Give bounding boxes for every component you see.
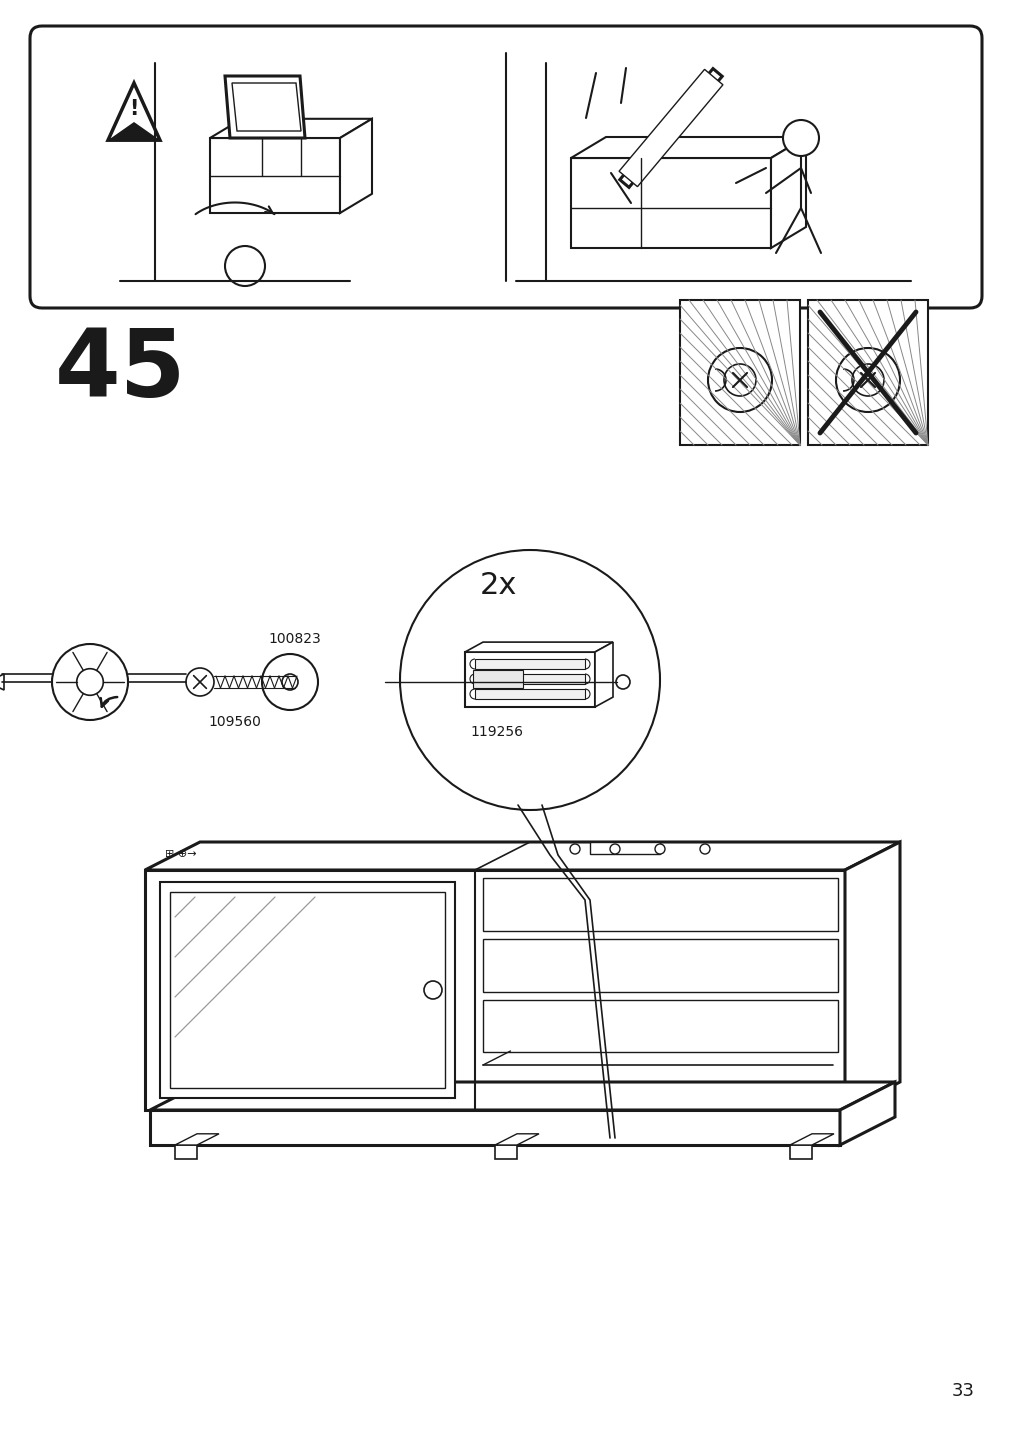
Circle shape — [654, 843, 664, 853]
Polygon shape — [145, 842, 899, 871]
Polygon shape — [790, 1134, 833, 1146]
Bar — [170, 892, 445, 1088]
Circle shape — [186, 667, 213, 696]
Circle shape — [77, 669, 103, 696]
Polygon shape — [770, 137, 805, 248]
Circle shape — [610, 843, 620, 853]
Circle shape — [569, 843, 579, 853]
Bar — [474, 659, 584, 669]
Text: 109560: 109560 — [208, 715, 261, 729]
Bar — [160, 882, 455, 1098]
Bar — [790, 1146, 811, 1158]
Text: 2x: 2x — [479, 570, 517, 600]
Polygon shape — [224, 76, 304, 137]
Polygon shape — [210, 119, 372, 137]
Circle shape — [282, 674, 297, 690]
Polygon shape — [494, 1134, 539, 1146]
Polygon shape — [570, 137, 805, 158]
Polygon shape — [108, 83, 160, 140]
Bar — [494, 1146, 517, 1158]
Polygon shape — [175, 1134, 218, 1146]
Circle shape — [851, 364, 884, 397]
Bar — [807, 299, 927, 445]
Circle shape — [723, 364, 755, 397]
Text: 100823: 100823 — [268, 632, 321, 646]
Circle shape — [262, 654, 317, 710]
Bar — [482, 939, 837, 991]
Text: 45: 45 — [55, 325, 186, 417]
Circle shape — [700, 843, 710, 853]
Bar — [482, 878, 837, 931]
Polygon shape — [464, 642, 613, 652]
Circle shape — [399, 550, 659, 811]
Polygon shape — [594, 642, 613, 707]
Text: ⊞ ⊕→: ⊞ ⊕→ — [165, 849, 196, 859]
Bar — [472, 670, 523, 687]
Polygon shape — [145, 871, 844, 1110]
Bar — [175, 1146, 197, 1158]
Circle shape — [224, 246, 265, 286]
Polygon shape — [619, 69, 722, 188]
Text: !: ! — [129, 99, 139, 119]
Polygon shape — [619, 69, 722, 186]
Circle shape — [708, 348, 771, 412]
Circle shape — [52, 644, 127, 720]
Polygon shape — [844, 842, 899, 1110]
FancyBboxPatch shape — [30, 26, 981, 308]
Bar — [679, 299, 800, 445]
Circle shape — [783, 120, 818, 156]
Bar — [474, 689, 584, 699]
Bar — [150, 1110, 839, 1146]
Circle shape — [835, 348, 899, 412]
Polygon shape — [108, 122, 160, 140]
Bar — [474, 674, 584, 684]
Polygon shape — [570, 158, 770, 248]
Text: 33: 33 — [951, 1382, 974, 1400]
Text: 119256: 119256 — [469, 725, 523, 739]
Bar — [464, 652, 594, 707]
Polygon shape — [150, 1083, 894, 1110]
Bar — [482, 1000, 837, 1053]
Bar — [589, 842, 659, 853]
Polygon shape — [839, 1083, 894, 1146]
Circle shape — [616, 674, 630, 689]
Circle shape — [424, 981, 442, 1000]
Polygon shape — [210, 137, 340, 213]
Polygon shape — [232, 83, 300, 130]
Polygon shape — [0, 674, 4, 690]
Polygon shape — [340, 119, 372, 213]
